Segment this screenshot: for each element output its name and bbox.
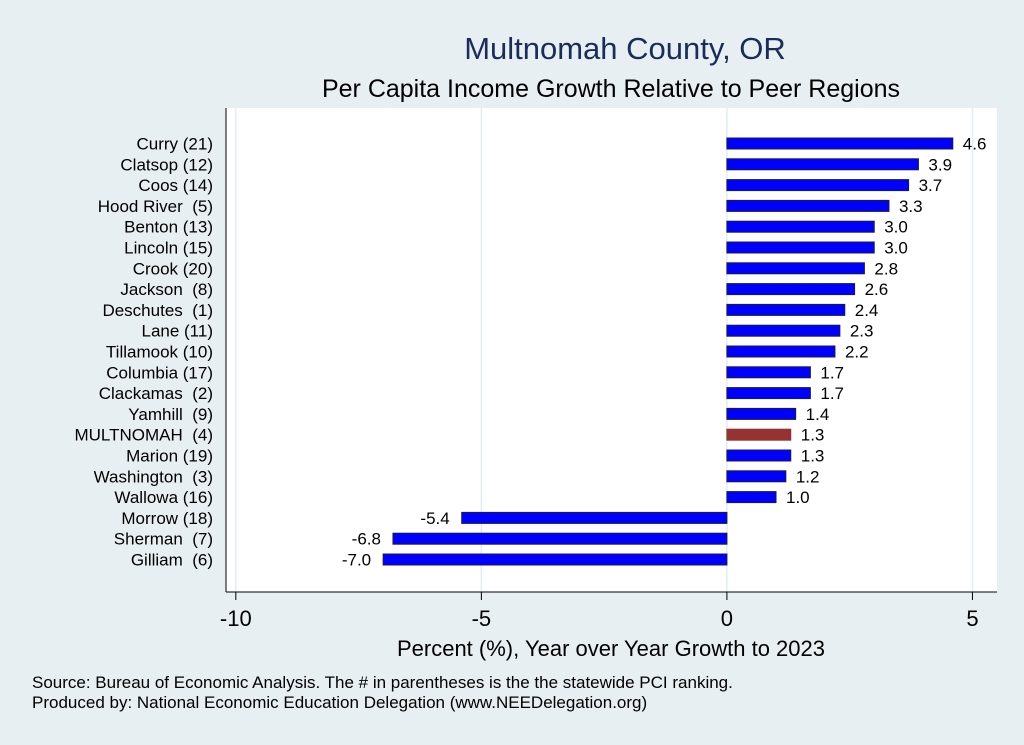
bar	[726, 407, 797, 420]
bar	[726, 470, 787, 483]
category-label: Hood River (5)	[98, 197, 213, 216]
data-label: 1.7	[820, 384, 844, 403]
data-label: 1.3	[801, 426, 825, 445]
category-label: MULTNOMAH (4)	[74, 426, 213, 445]
category-label: Sherman (7)	[114, 530, 213, 549]
category-label: Benton (13)	[124, 218, 213, 237]
bar	[726, 199, 890, 212]
x-axis-title: Percent (%), Year over Year Growth to 20…	[397, 636, 825, 661]
category-label: Morrow (18)	[121, 509, 213, 528]
bar	[726, 137, 954, 150]
chart-title: Multnomah County, OR	[464, 31, 786, 66]
data-label: 3.0	[884, 239, 908, 258]
category-label: Curry (21)	[136, 135, 213, 154]
data-label: 2.6	[865, 280, 889, 299]
category-label: Clackamas (2)	[99, 384, 213, 403]
category-labels: Curry (21)Clatsop (12) Coos (14) Hood Rive…	[74, 135, 213, 570]
category-label: Marion (19)	[126, 447, 213, 466]
category-label: Gilliam (6)	[131, 551, 213, 570]
bar	[726, 345, 836, 358]
category-label: Coos (14)	[138, 176, 213, 195]
chart-subtitle: Per Capita Income Growth Relative to Pee…	[322, 75, 900, 103]
bar	[392, 532, 728, 545]
bars	[382, 137, 954, 566]
x-tick-label: 5	[966, 606, 978, 631]
category-label: Tillamook (10)	[106, 343, 213, 362]
produced-by-note: Produced by: National Economic Education…	[32, 693, 647, 712]
data-label: 1.2	[796, 467, 820, 486]
data-label: 1.4	[806, 405, 830, 424]
bar	[726, 179, 910, 192]
x-tick-label: 0	[721, 606, 733, 631]
data-label: 3.3	[899, 197, 923, 216]
category-label: Clatsop (12)	[120, 155, 213, 174]
bar	[726, 220, 875, 233]
bar	[726, 491, 777, 504]
data-label: 1.3	[801, 447, 825, 466]
category-label: Crook (20)	[133, 259, 213, 278]
bar	[726, 324, 841, 337]
data-label: 1.0	[786, 488, 810, 507]
bar	[726, 449, 792, 462]
bar	[461, 511, 728, 524]
x-tick-label: -10	[220, 606, 252, 631]
data-label: -5.4	[420, 509, 449, 528]
data-label: 4.6	[963, 135, 987, 154]
category-label: Deschutes (1)	[102, 301, 213, 320]
bar	[726, 158, 919, 171]
data-label: 2.2	[845, 343, 869, 362]
bar	[726, 303, 846, 316]
category-label: Washington (3)	[94, 467, 213, 486]
data-label: 2.8	[874, 259, 898, 278]
data-label: 3.7	[919, 176, 943, 195]
category-label: Jackson (8)	[120, 280, 213, 299]
data-label: 2.3	[850, 322, 874, 341]
data-label: -6.8	[352, 530, 381, 549]
data-label: 3.0	[884, 218, 908, 237]
category-label: Lincoln (15)	[124, 239, 213, 258]
source-note: Source: Bureau of Economic Analysis. The…	[32, 673, 733, 692]
bar	[726, 241, 875, 254]
bar	[726, 387, 811, 400]
bar	[726, 366, 811, 379]
category-label: Wallowa (16)	[114, 488, 213, 507]
category-label: Lane (11)	[141, 322, 213, 341]
data-label: 1.7	[820, 363, 844, 382]
data-label: 2.4	[855, 301, 879, 320]
bar	[382, 553, 728, 566]
data-label: -7.0	[342, 551, 371, 570]
category-label: Yamhill (9)	[128, 405, 213, 424]
bar	[726, 283, 856, 296]
category-label: Columbia (17)	[106, 363, 213, 382]
bar	[726, 262, 865, 275]
value-labels: 4.63.93.73.33.03.02.82.62.42.32.21.71.71…	[342, 135, 987, 570]
x-axis-ticks: -10 -5 0 5	[220, 592, 979, 631]
x-tick-label: -5	[472, 606, 492, 631]
bar	[726, 428, 792, 441]
data-label: 3.9	[928, 155, 952, 174]
